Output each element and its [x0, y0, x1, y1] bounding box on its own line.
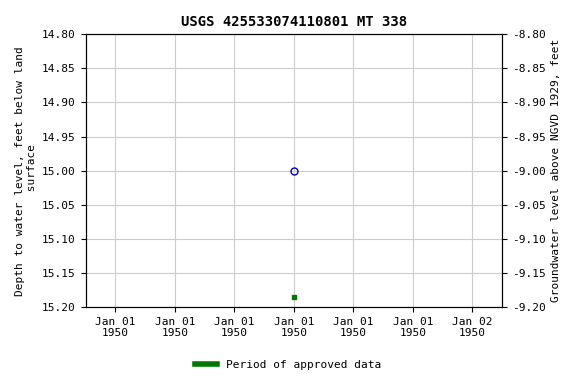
Title: USGS 425533074110801 MT 338: USGS 425533074110801 MT 338 — [181, 15, 407, 29]
Y-axis label: Depth to water level, feet below land
 surface: Depth to water level, feet below land su… — [15, 46, 37, 296]
Legend: Period of approved data: Period of approved data — [191, 356, 385, 375]
Y-axis label: Groundwater level above NGVD 1929, feet: Groundwater level above NGVD 1929, feet — [551, 39, 561, 302]
